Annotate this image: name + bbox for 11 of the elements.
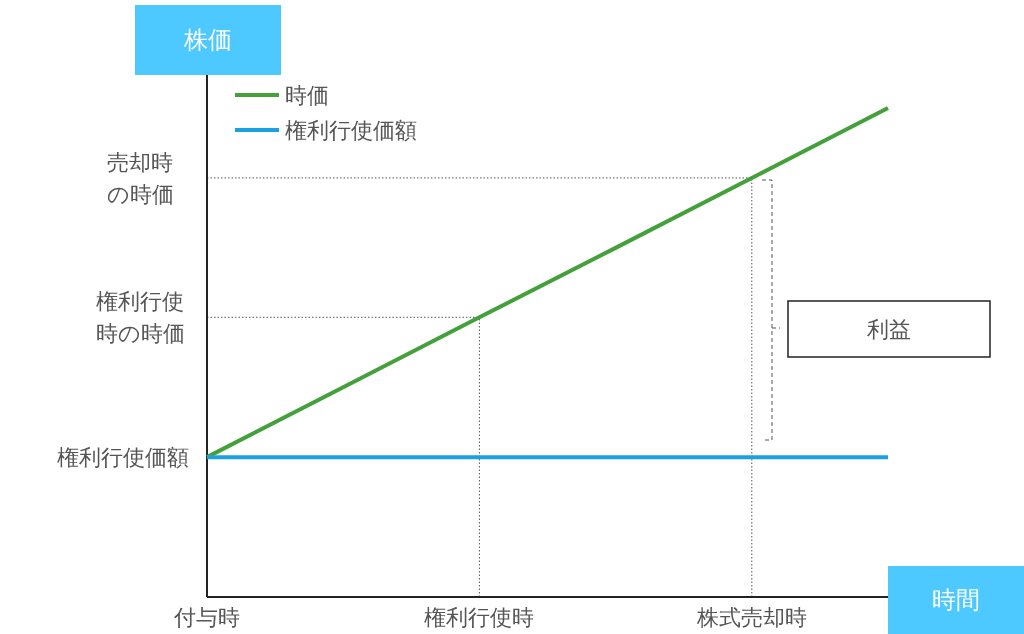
x-tick-label: 権利行使時 [424, 604, 535, 630]
x-tick-label: 株式売却時 [695, 604, 807, 630]
x-tick-label: 付与時 [173, 604, 240, 630]
ref-line-label: 売却時の時価 [106, 149, 174, 207]
x-axis-title: 時間 [932, 586, 980, 614]
annotation: 権利行使価額 [57, 444, 189, 470]
legend-label: 権利行使価額 [285, 117, 417, 143]
legend-label: 時価 [285, 82, 329, 108]
ref-line-label: 権利行使時の時価 [95, 289, 185, 347]
y-axis-title: 株価 [183, 26, 232, 54]
annotation: 利益 [867, 316, 911, 342]
